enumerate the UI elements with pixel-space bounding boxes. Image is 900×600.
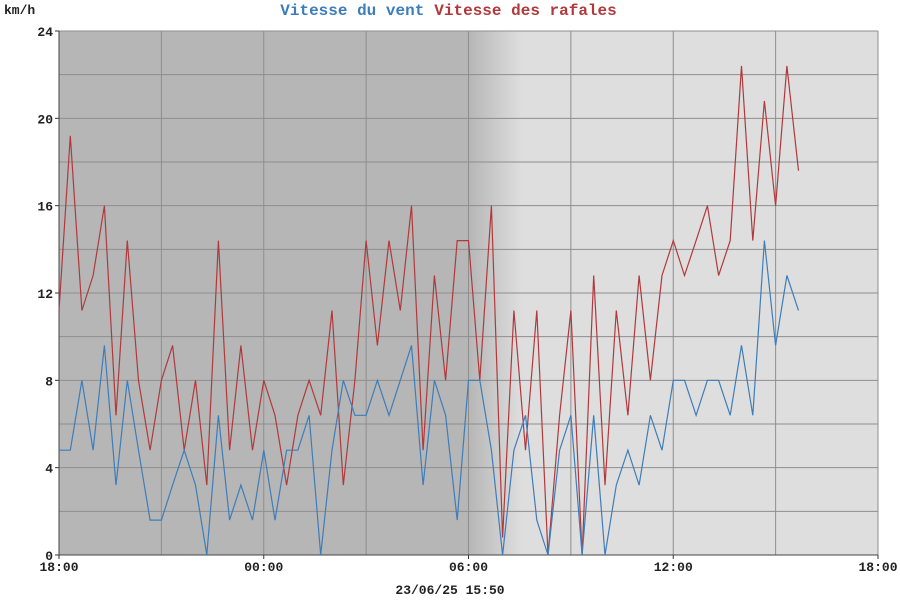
x-tick-label: 12:00 xyxy=(654,560,693,575)
y-tick-label: 4 xyxy=(45,462,53,477)
grid: 0 4 8 12 16 20 24 18:00 00:00 06:00 12:00 18:00 xyxy=(37,25,897,575)
legend: Vitesse du vent Vitesse des rafales xyxy=(280,2,616,20)
lines xyxy=(58,65,800,556)
y-tick-label: 16 xyxy=(37,200,53,215)
footer-timestamp: 23/06/25 15:50 xyxy=(395,583,504,598)
legend-entry: Vitesse du vent xyxy=(280,2,424,20)
x-tick-label: 00:00 xyxy=(244,560,283,575)
y-tick-label: 0 xyxy=(45,549,53,564)
series-line xyxy=(58,65,800,556)
y-axis-label: km/h xyxy=(4,3,35,18)
x-tick-label: 06:00 xyxy=(449,560,488,575)
series-line xyxy=(59,240,800,556)
x-tick-label: 18:00 xyxy=(858,560,897,575)
y-tick-label: 24 xyxy=(37,25,53,40)
legend-entry: Vitesse des rafales xyxy=(434,2,616,20)
y-tick-label: 12 xyxy=(37,287,53,302)
y-tick-label: 20 xyxy=(37,112,53,127)
y-tick-label: 8 xyxy=(45,374,53,389)
x-tick-label: 18:00 xyxy=(39,560,78,575)
